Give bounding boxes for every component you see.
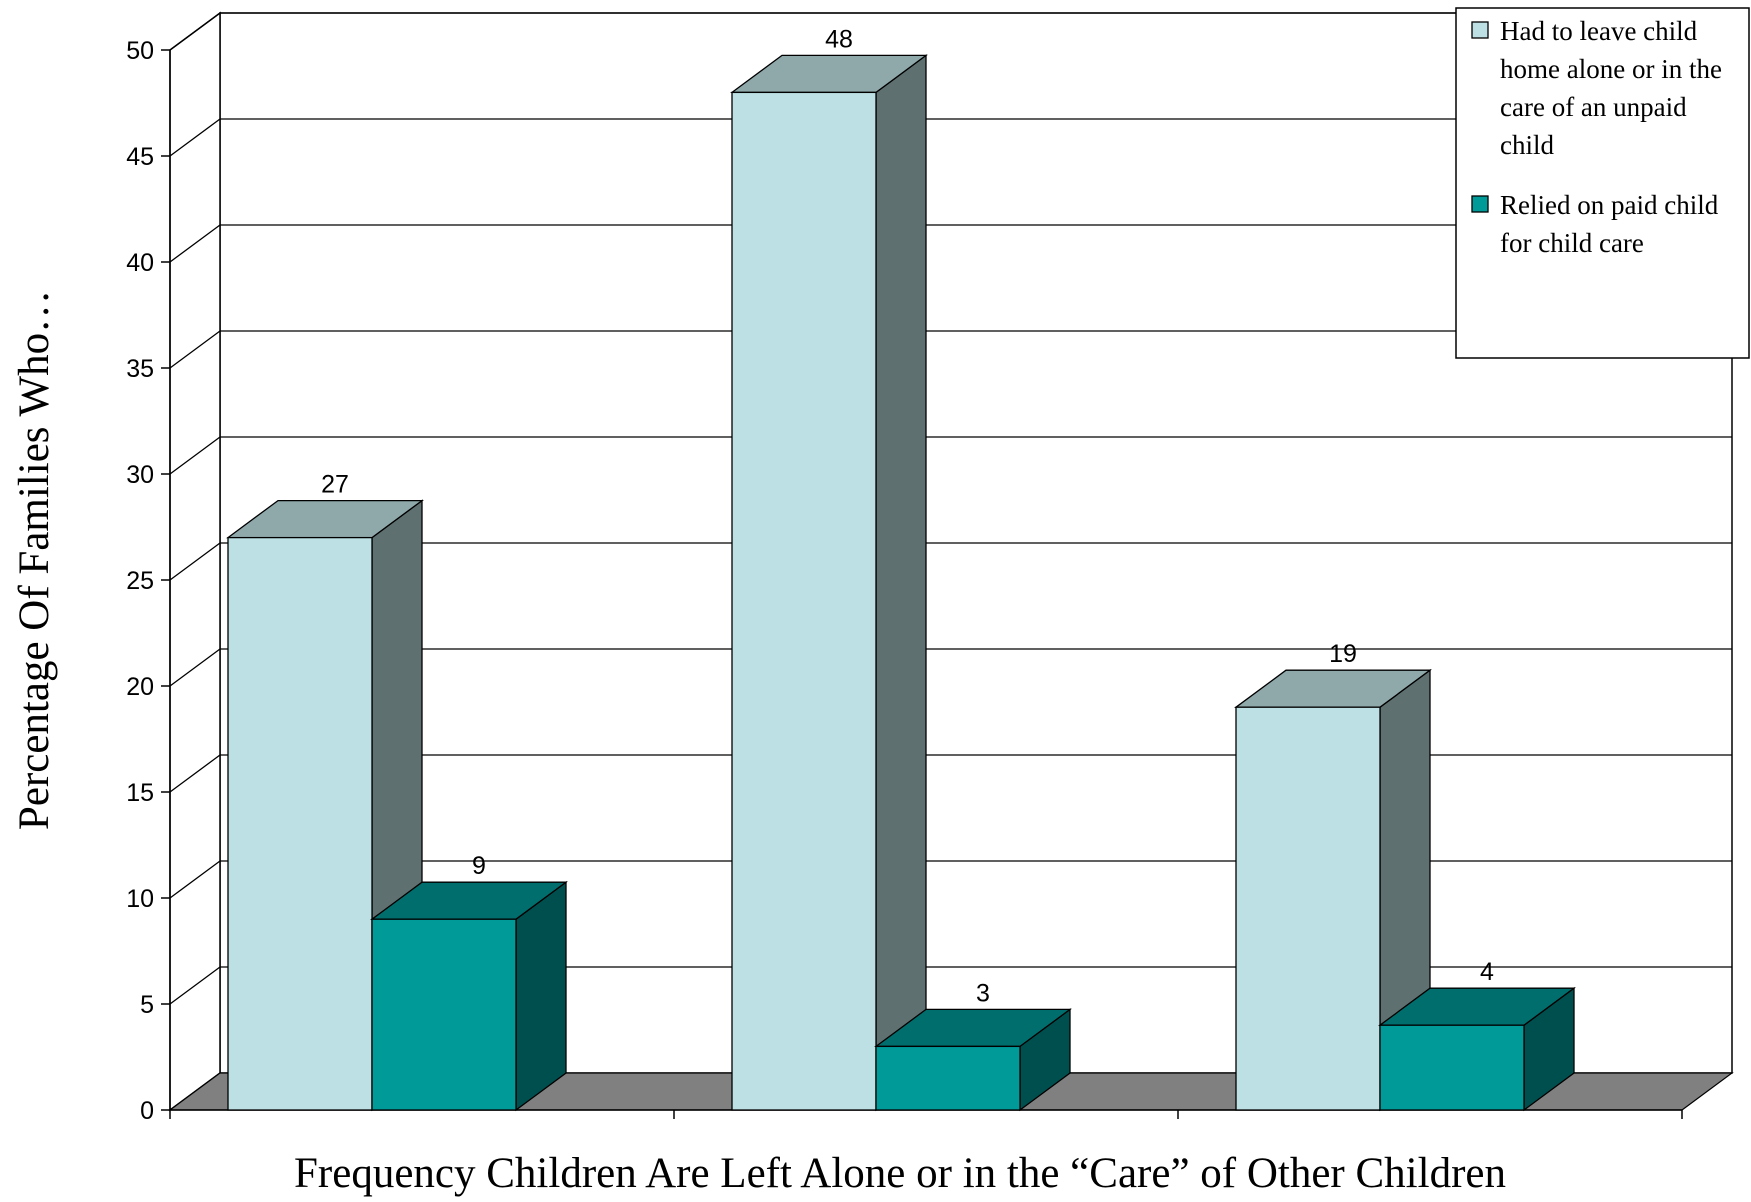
y-tick-label: 40 (126, 249, 154, 277)
y-tick-label: 10 (126, 885, 154, 913)
y-tick-label: 25 (126, 567, 154, 595)
y-tick-label: 50 (126, 37, 154, 65)
bar-front (372, 919, 516, 1110)
y-tick-label: 20 (126, 673, 154, 701)
legend-label: child (1500, 130, 1554, 160)
data-label: 48 (825, 25, 853, 53)
y-tick-label: 35 (126, 355, 154, 383)
legend-swatch (1472, 196, 1488, 212)
bar-front (1236, 707, 1380, 1110)
legend-label: for child care (1500, 228, 1644, 258)
y-tick-label: 15 (126, 779, 154, 807)
data-label: 19 (1329, 640, 1357, 668)
y-axis-title: Percentage Of Families Who… (11, 290, 58, 830)
y-tick-labels: 0 5 10 15 20 25 30 35 40 45 50 (126, 37, 154, 1125)
legend-swatch (1472, 22, 1488, 38)
bar-front (732, 92, 876, 1110)
legend-label: Relied on paid child (1500, 190, 1719, 220)
y-tick-label: 45 (126, 143, 154, 171)
legend-label: care of an unpaid (1500, 92, 1687, 122)
bar-front (1380, 1025, 1524, 1110)
bar-front (228, 538, 372, 1110)
data-label: 27 (321, 471, 349, 499)
bar-front (876, 1046, 1020, 1110)
legend-label: home alone or in the (1500, 54, 1722, 84)
bar (876, 1009, 1070, 1110)
data-label: 3 (976, 979, 990, 1007)
legend-label: Had to leave child (1500, 16, 1698, 46)
bar (1380, 988, 1574, 1110)
bar (732, 55, 926, 1110)
data-label: 4 (1480, 958, 1494, 986)
bar (372, 882, 566, 1110)
y-tick-label: 0 (140, 1097, 154, 1125)
x-axis-title: Frequency Children Are Left Alone or in … (294, 1150, 1506, 1197)
data-label: 9 (472, 852, 486, 880)
bar-side (876, 55, 926, 1110)
y-tick-label: 5 (140, 991, 154, 1019)
bar-side (516, 882, 566, 1110)
y-tick-label: 30 (126, 461, 154, 489)
legend: Had to leave child home alone or in the ca… (1456, 8, 1749, 358)
